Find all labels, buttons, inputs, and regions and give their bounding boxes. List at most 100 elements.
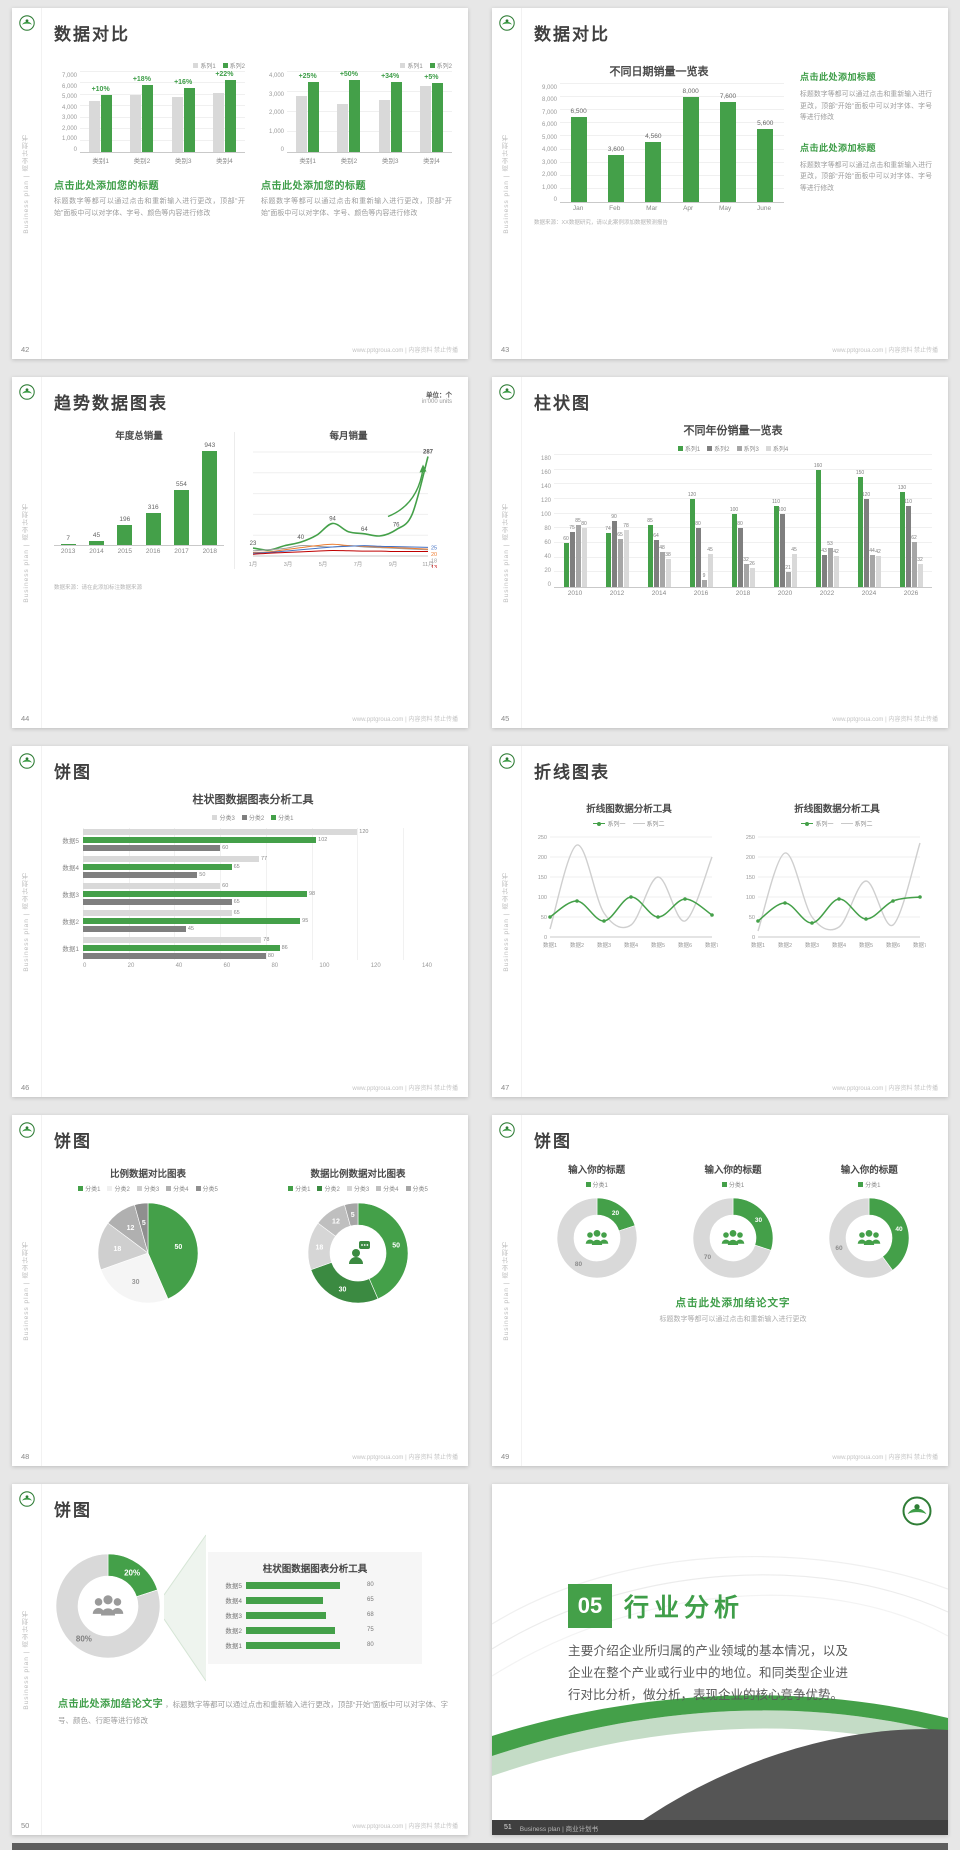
svg-text:3月: 3月: [284, 561, 293, 568]
grouped-column-chart: 系列1 系列2 系列3 系列4 180 160 140 120 100 80 60 40 20 0 60 75…: [534, 444, 932, 597]
slide-49-thumbnail[interactable]: Business plan | 商业计划书 饼图 输入你的标题 分类1 20 80…: [492, 1115, 948, 1466]
sidebar-vertical-text: Business plan | 商业计划书: [502, 502, 510, 603]
slide-footer-text: www.pptgroua.com | 内容资料 禁止传播: [832, 1086, 938, 1092]
svg-text:25: 25: [431, 545, 437, 551]
horizontal-bar-chart: 分类3 分类2 分类1 数据5 120 102 60 数据4 77 65 50 数据3 60 98 65 数据…: [62, 815, 432, 969]
section-heading: 点击此处添加您的标题: [261, 181, 366, 192]
slide-title: 折线图表: [534, 763, 610, 782]
svg-text:5月: 5月: [319, 561, 328, 568]
slide-sidebar: Business plan | 商业计划书: [12, 746, 42, 1097]
slide-47-thumbnail[interactable]: Business plan | 商业计划书 折线图表 折线图数据分析工具 系列一…: [492, 746, 948, 1097]
svg-text:100: 100: [538, 895, 547, 901]
svg-text:60: 60: [836, 1245, 844, 1252]
svg-text:12: 12: [332, 1218, 340, 1225]
slide-footer-text: www.pptgroua.com | 内容资料 禁止传播: [352, 348, 458, 354]
svg-text:数据7: 数据7: [705, 941, 718, 949]
callout-shape: [164, 1534, 206, 1682]
svg-text:30: 30: [755, 1217, 763, 1224]
legend-row: 分类1: [585, 1180, 608, 1192]
section-heading: 点击此处添加您的标题: [54, 181, 159, 192]
slide-44-thumbnail[interactable]: Business plan | 商业计划书 趋势数据图表 单位：个 in'000…: [12, 377, 468, 728]
slide-42-thumbnail[interactable]: Business plan | 商业计划书 数据对比 系列1 系列2 7,000 6,…: [12, 8, 468, 359]
conclusion-body: ，标题数字等都可以通过点击和重新输入进行更改，顶部“开始”面板中可以对字体、字号…: [58, 1700, 448, 1725]
slide-footer-text: www.pptgroua.com | 内容资料 禁止传播: [352, 1824, 458, 1830]
slide-title: 饼图: [54, 763, 92, 782]
slide-46-thumbnail[interactable]: Business plan | 商业计划书 饼图 柱状图数据图表分析工具 分类3…: [12, 746, 468, 1097]
svg-text:数据1: 数据1: [751, 941, 765, 949]
slide-footer-text: www.pptgroua.com | 内容资料 禁止传播: [832, 1455, 938, 1461]
slide-title: 饼图: [54, 1132, 92, 1151]
unit-note: 单位：个 in'000 units: [422, 389, 452, 405]
svg-text:20: 20: [612, 1210, 620, 1217]
svg-text:30: 30: [132, 1279, 140, 1286]
detail-panel: 柱状图数据图表分析工具 数据5 80 数据4 65 数据3 68 数据2 75 数据1 80: [208, 1552, 422, 1664]
svg-text:13: 13: [431, 565, 437, 568]
unit-line-2: in'000 units: [421, 399, 452, 405]
svg-text:数据7: 数据7: [913, 941, 926, 949]
svg-text:80: 80: [575, 1261, 583, 1268]
svg-text:40: 40: [297, 535, 304, 541]
legend-row: 分类1: [721, 1180, 744, 1192]
annual-sales-column-chart: 7 45 196 316 554 943 2013 2014 2015 2016 2017 2018: [54, 442, 224, 555]
brand-logo-icon: [902, 1496, 932, 1526]
slide-title: 趋势数据图表: [54, 394, 168, 413]
svg-text:23: 23: [250, 541, 257, 547]
chart-title: 数据比例数据对比图表: [310, 1169, 406, 1180]
slide-48-thumbnail[interactable]: Business plan | 商业计划书 饼图 比例数据对比图表 分类1 分类2…: [12, 1115, 468, 1466]
slide-content: 饼图 20% 80% 柱状图数据图表分析工具 数据5 80 数据4 65 数据3 68 数据2…: [54, 1496, 452, 1815]
conclusion-heading: 点击此处添加结论文字: [675, 1297, 791, 1309]
svg-text:20%: 20%: [124, 1568, 140, 1577]
svg-text:数据2: 数据2: [570, 941, 584, 949]
svg-text:数据1: 数据1: [543, 941, 557, 949]
decorative-swoosh-background: [492, 1556, 948, 1835]
slide-footer-text: www.pptgroua.com | 内容资料 禁止传播: [352, 1086, 458, 1092]
svg-text:9月: 9月: [389, 561, 398, 568]
sidebar-vertical-text: Business plan | 商业计划书: [502, 133, 510, 234]
slide-sidebar: Business plan | 商业计划书: [492, 8, 522, 359]
svg-text:100: 100: [746, 895, 755, 901]
chart-title: 每月销量: [329, 431, 368, 442]
brand-logo-icon: [499, 15, 515, 31]
slide-45-thumbnail[interactable]: Business plan | 商业计划书 柱状图 不同年份销量一览表 系列1 系…: [492, 377, 948, 728]
chart-title: 不同年份销量一览表: [683, 425, 783, 437]
page-number: 42: [21, 345, 30, 354]
slide-content: 饼图 比例数据对比图表 分类1 分类2 分类3 分类4 分类5 50 30 18 12 5 数据…: [54, 1127, 452, 1446]
donut-chart-3: 40 60: [827, 1196, 911, 1285]
data-source-note: 数据来源：XX数据研究，请以此案例添加数据预测报告: [534, 220, 668, 226]
sidebar-vertical-text: Business plan | 商业计划书: [502, 1240, 510, 1341]
brand-logo-icon: [499, 753, 515, 769]
pair-bar-chart-left: 系列1 系列2 7,000 6,000 5,000 4,000 3,000 2,000 1,00…: [61, 63, 245, 165]
body-text: 标题数字等都可以通过点击和重新输入进行更改，顶部“开始”面板中可以对字体、字号等…: [800, 91, 932, 122]
svg-text:数据6: 数据6: [886, 941, 900, 949]
slide-sidebar: Business plan | 商业计划书: [492, 1115, 522, 1466]
section-title: 行业分析: [624, 1594, 745, 1622]
slide-51-thumbnail[interactable]: 05 行业分析 主要介绍企业所归属的产业领域的基本情况，以及企业在整个产业或行业…: [492, 1484, 948, 1835]
slide-sidebar: Business plan | 商业计划书: [12, 1484, 42, 1835]
sidebar-vertical-text: Business plan | 商业计划书: [22, 1240, 30, 1341]
sidebar-vertical-text: Business plan | 商业计划书: [22, 1609, 30, 1710]
chart-title: 比例数据对比图表: [109, 1169, 186, 1180]
slide-content: 柱状图 不同年份销量一览表 系列1 系列2 系列3 系列4 180 160 140 120 10…: [534, 389, 932, 708]
legend-row: 分类1 分类2 分类3 分类4 分类5: [264, 1184, 452, 1193]
svg-text:64: 64: [361, 527, 368, 533]
svg-text:94: 94: [329, 516, 336, 522]
slide-content: 折线图表 折线图数据分析工具 系列一 系列二 250 200 150 100 50 0 数据1 数…: [534, 758, 932, 1077]
sales-column-chart: 9,000 8,000 7,000 6,000 5,000 4,000 3,000 2,000…: [534, 83, 784, 212]
vertical-divider: [234, 432, 235, 569]
svg-text:150: 150: [746, 875, 755, 881]
svg-text:287: 287: [423, 450, 434, 456]
slide-50-thumbnail[interactable]: Business plan | 商业计划书 饼图 20% 80% 柱状图数据图表分…: [12, 1484, 468, 1835]
slide-sidebar: Business plan | 商业计划书: [492, 746, 522, 1097]
svg-text:18: 18: [431, 558, 437, 564]
slide-footer-bar: 51 Business plan | 商业计划书: [492, 1820, 948, 1835]
svg-text:18: 18: [316, 1245, 324, 1252]
slide-sidebar: Business plan | 商业计划书: [12, 8, 42, 359]
monthly-sales-line-chart: 1月 3月 5月 7月 9月 11月 25 20 18 13 23 40 94 64 76 287: [245, 446, 452, 573]
section-heading: 点击此处添加标题: [800, 72, 877, 82]
svg-text:250: 250: [746, 835, 755, 841]
svg-text:5: 5: [142, 1220, 146, 1227]
slide-43-thumbnail[interactable]: Business plan | 商业计划书 数据对比 不同日期销量一览表 9,0…: [492, 8, 948, 359]
svg-text:11月: 11月: [422, 561, 433, 568]
brand-logo-icon: [19, 1491, 35, 1507]
